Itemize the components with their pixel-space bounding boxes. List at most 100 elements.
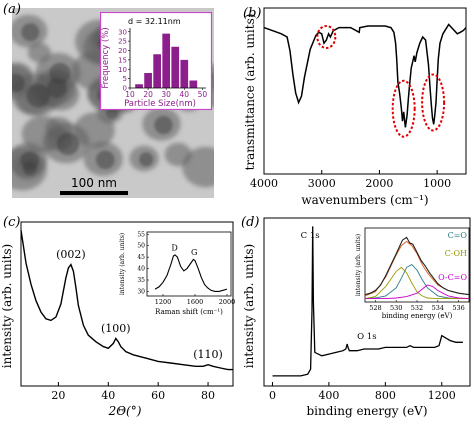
xrd-x-tick-label: 20 (51, 389, 65, 402)
o1s-component-label: C-OH (445, 249, 467, 258)
particle-core-14 (22, 160, 38, 176)
xrd-peak-labels: (002) (100) (110) (56, 248, 223, 361)
xps-peak-label: O 1s (357, 332, 376, 342)
histogram-bars (135, 33, 198, 88)
histogram-x-tick-label: 20 (143, 90, 153, 99)
particle-core-38 (21, 23, 40, 42)
ftir-x-ticks: 4000 3000 2000 1000 (250, 170, 451, 190)
o1s-inset: 528 530 532 534 536 C=O C-OH O-C=O binding ene… (355, 227, 470, 320)
xrd-x-tick-label: 80 (201, 389, 215, 402)
histogram-bar (180, 59, 189, 88)
o1s-x-tick-label: 534 (432, 304, 444, 312)
o1s-series-line (364, 264, 469, 300)
xps-peak-label: C 1s (301, 231, 320, 241)
o1s-ticks: 528 530 532 534 536 (369, 300, 465, 312)
particle-43 (27, 42, 51, 63)
histogram-y-tick-label: 0 (123, 85, 127, 93)
raman-y-tick-label: 45 (137, 254, 145, 261)
ftir-highlight-circle (316, 24, 337, 49)
histogram-x-tick-label: 10 (125, 90, 135, 99)
particle-core-8 (26, 83, 50, 108)
xps-chart: (d) 0 400 800 1200 C 1s O 1s binding energy … (241, 215, 471, 418)
panel-label-d: (d) (241, 215, 259, 230)
xps-peak-labels: C 1s O 1s (301, 231, 377, 342)
o1s-x-tick-label: 528 (369, 304, 381, 312)
ftir-highlight-circles (316, 24, 446, 138)
xps-ylabel: intensity (arb. units) (242, 244, 256, 368)
raman-x-tick-label: 2000 (219, 298, 236, 306)
raman-xlabel: Raman shift (cm⁻¹) (155, 308, 223, 316)
ftir-highlight-circle (421, 73, 446, 132)
o1s-series-line (365, 284, 470, 300)
xrd-peak-label: (110) (193, 348, 223, 361)
particle-core-26 (154, 115, 173, 135)
raman-ylabel: intensity (arb. units) (119, 233, 126, 295)
raman-y-tick-label: 30 (137, 288, 145, 295)
raman-y-tick-label: 55 (137, 231, 145, 238)
xps-x-tick-label: 0 (269, 389, 276, 402)
raman-spectrum-line (154, 254, 228, 292)
panel-label-c: (c) (3, 215, 20, 230)
raman-peak-labels: DG (171, 243, 197, 257)
xps-plot-frame (263, 217, 471, 387)
histogram-x-tick-label: 50 (198, 90, 208, 99)
histogram-y-tick-label: 15 (118, 56, 127, 64)
histogram-bar (153, 54, 161, 88)
mean-size-annotation: d = 32.11nm (128, 17, 181, 26)
ftir-ylabel: transmittance (arb. units) (243, 14, 257, 171)
ftir-chart: (b) 4000 3000 2000 1000 wavenumbers (cm⁻¹) … (243, 6, 467, 207)
panel-b: (b) 4000 3000 2000 1000 wavenumbers (cm⁻¹) … (238, 0, 474, 210)
o1s-component-label: C=O (448, 231, 468, 240)
panel-a: (a) 100 nm 10 20 30 40 50 0 5 10 15 20 25 30 d = 32… (0, 2, 230, 198)
panel-label-a: (a) (3, 2, 21, 17)
xps-x-ticks: 0 400 800 1200 (269, 382, 456, 402)
panel-c: (c) 20 40 60 80 (002) (100) (110) 2Θ(°) inten… (0, 210, 237, 421)
o1s-component-labels: C=O C-OH O-C=O (438, 231, 467, 282)
xps-xlabel: binding energy (eV) (306, 404, 427, 418)
xps-x-tick-label: 400 (318, 389, 339, 402)
panel-label-b: (b) (243, 6, 261, 21)
xps-x-tick-label: 1200 (428, 389, 456, 402)
panel-d: (d) 0 400 800 1200 C 1s O 1s binding energy … (237, 210, 474, 421)
raman-y-tick-label: 40 (137, 266, 145, 273)
o1s-x-tick-label: 532 (411, 304, 423, 312)
particle-core-42 (49, 62, 71, 85)
xrd-ylabel: intensity (arb. units) (0, 244, 14, 368)
xrd-x-ticks: 20 40 60 80 (51, 382, 215, 402)
ftir-x-tick-label: 2000 (365, 177, 393, 190)
xrd-xlabel: 2Θ(°) (108, 404, 142, 418)
raman-x-tick-label: 1200 (155, 298, 172, 306)
o1s-xlabel: binding energy (eV) (382, 312, 453, 320)
xrd-x-tick-label: 40 (101, 389, 115, 402)
ftir-spectrum-line (263, 23, 467, 128)
xrd-pattern-line (20, 230, 233, 371)
o1s-fit-lines (364, 236, 470, 300)
histogram-bar (171, 46, 180, 88)
particle-35 (21, 115, 65, 153)
ftir-xlabel: wavenumbers (cm⁻¹) (301, 193, 428, 207)
ftir-x-tick-label: 4000 (250, 177, 278, 190)
o1s-series-line (364, 266, 469, 300)
o1s-series-line (364, 236, 470, 296)
histogram-y-tick-label: 25 (118, 38, 127, 46)
o1s-component-label: O-C=O (438, 273, 467, 282)
xps-x-tick-label: 800 (375, 389, 396, 402)
particle-core-32 (95, 150, 115, 170)
scale-bar (60, 191, 128, 195)
o1s-ylabel: intensity (arb. units) (355, 234, 362, 296)
xrd-peak-label: (100) (101, 322, 131, 335)
raman-peak-label: D (171, 243, 177, 252)
xrd-chart: (c) 20 40 60 80 (002) (100) (110) 2Θ(°) inten… (0, 215, 235, 418)
histogram-y-tick-label: 30 (118, 28, 127, 36)
particle-core-36 (139, 152, 154, 167)
histogram-bar (162, 33, 171, 88)
o1s-x-tick-label: 530 (390, 304, 402, 312)
raman-y-tick-label: 35 (137, 277, 145, 284)
raman-y-tick-label: 50 (137, 243, 145, 250)
xps-survey-line (272, 226, 463, 377)
o1s-x-tick-label: 536 (452, 304, 464, 312)
histogram-bar (144, 73, 152, 88)
